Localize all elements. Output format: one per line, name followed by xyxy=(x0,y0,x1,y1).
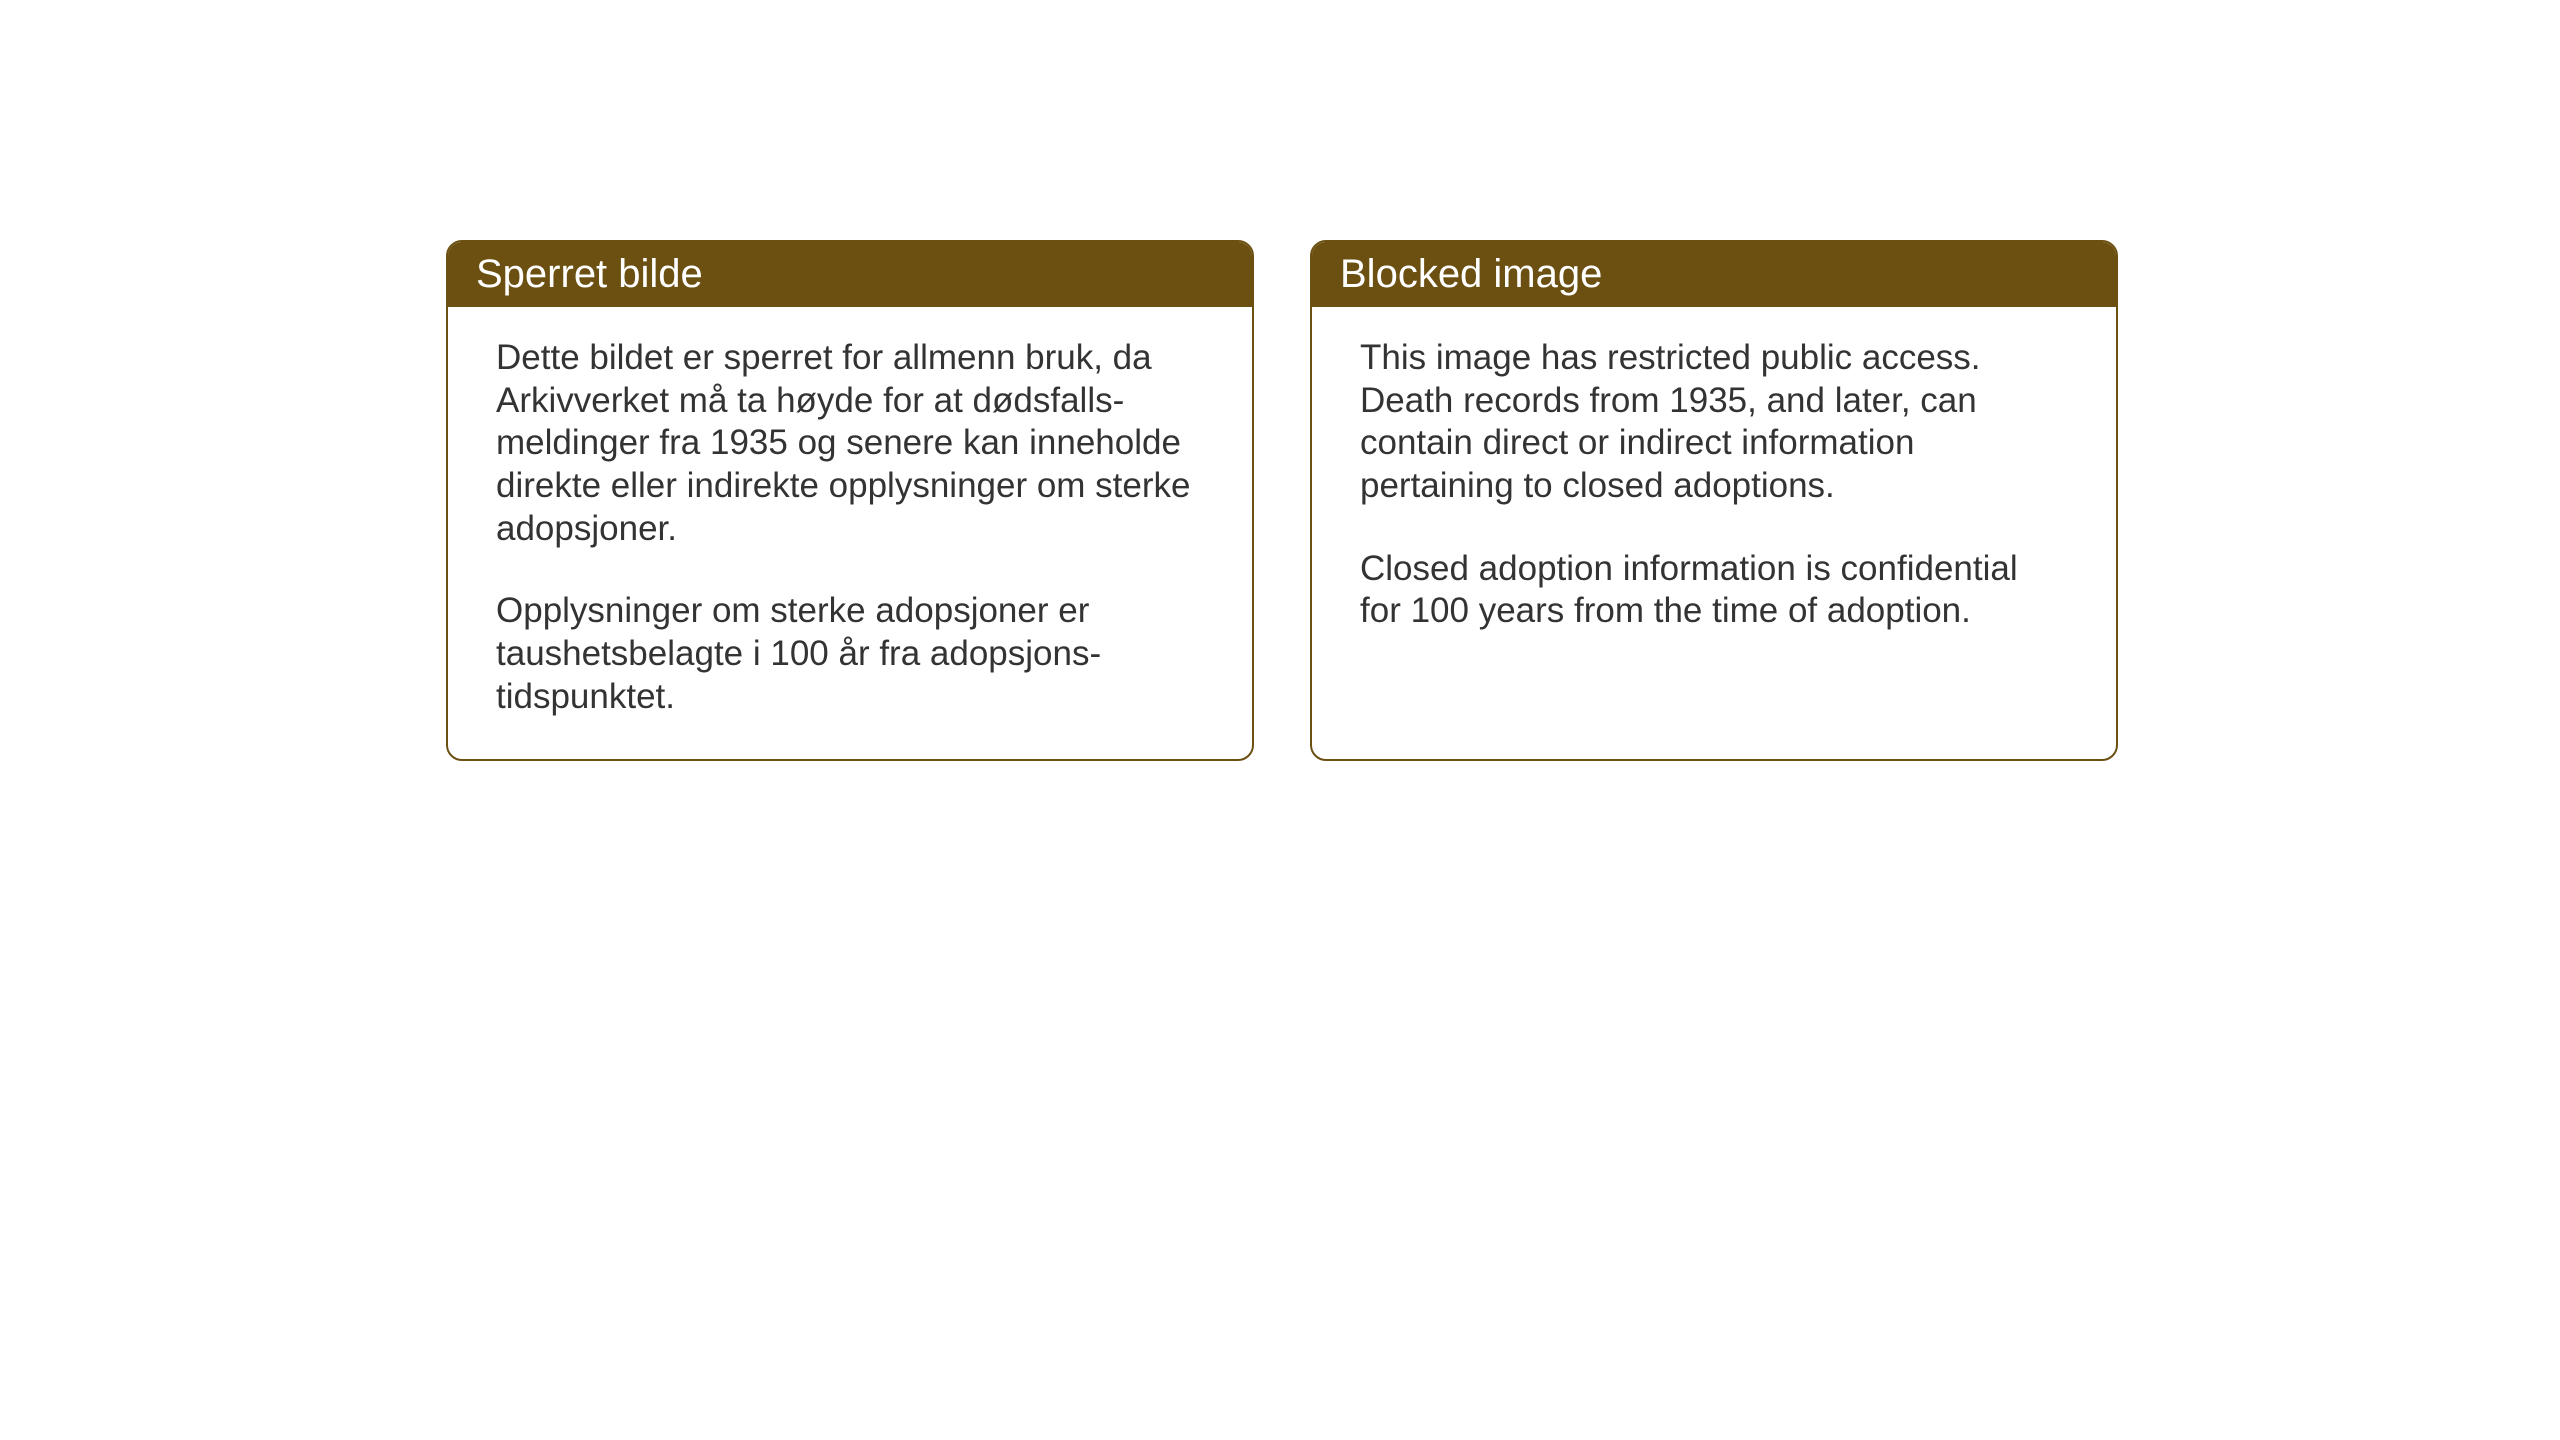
english-paragraph-2: Closed adoption information is confident… xyxy=(1360,548,2068,633)
english-card-body: This image has restricted public access.… xyxy=(1312,307,2116,673)
english-card: Blocked image This image has restricted … xyxy=(1310,240,2118,761)
english-card-title: Blocked image xyxy=(1312,242,2116,307)
norwegian-card-title: Sperret bilde xyxy=(448,242,1252,307)
english-paragraph-1: This image has restricted public access.… xyxy=(1360,337,2068,508)
norwegian-paragraph-1: Dette bildet er sperret for allmenn bruk… xyxy=(496,337,1204,550)
norwegian-card-body: Dette bildet er sperret for allmenn bruk… xyxy=(448,307,1252,759)
norwegian-paragraph-2: Opplysninger om sterke adopsjoner er tau… xyxy=(496,590,1204,718)
cards-container: Sperret bilde Dette bildet er sperret fo… xyxy=(446,240,2118,761)
norwegian-card: Sperret bilde Dette bildet er sperret fo… xyxy=(446,240,1254,761)
